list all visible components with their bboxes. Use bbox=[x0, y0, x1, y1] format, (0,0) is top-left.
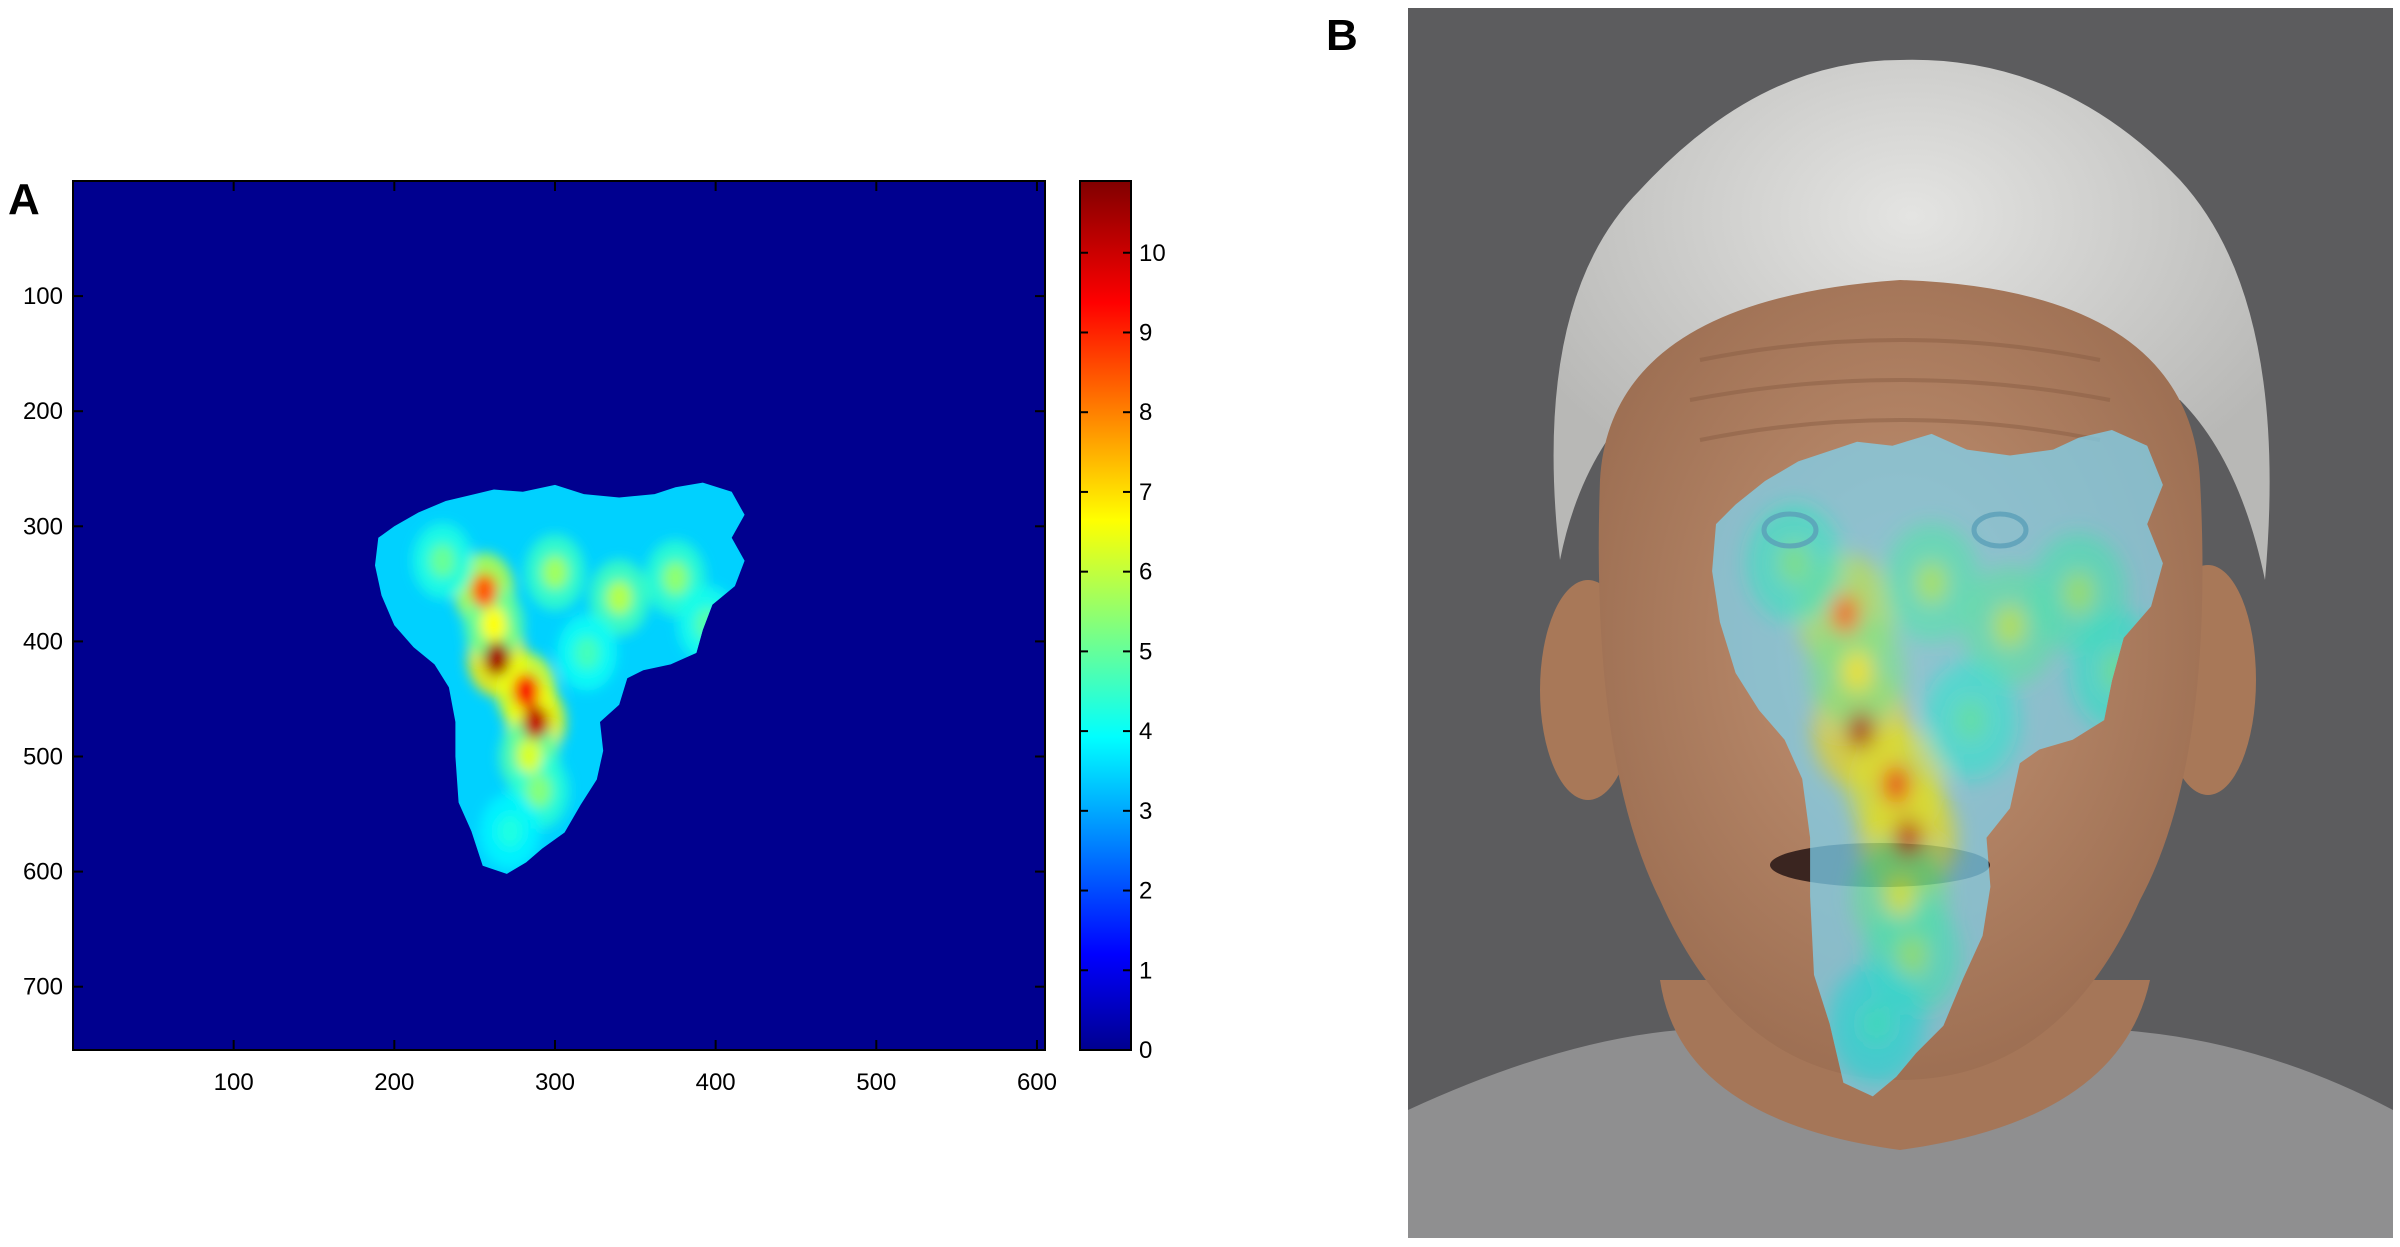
heatmap-hotspot bbox=[516, 739, 543, 774]
panel-b-label: B bbox=[1326, 11, 1358, 60]
y-tick-label: 600 bbox=[23, 859, 63, 886]
x-tick-label: 200 bbox=[374, 1069, 414, 1096]
panel-a-label: A bbox=[8, 175, 40, 224]
heatmap-hotspot bbox=[480, 607, 507, 642]
overlay-hotspot bbox=[1898, 935, 1926, 976]
colorbar-tick-label: 8 bbox=[1139, 399, 1152, 426]
colorbar: 0 1 2 3 4 5 6 7 8 9 10 bbox=[1079, 180, 1166, 1064]
overlay-hotspot bbox=[1886, 876, 1915, 917]
overlay-hotspot bbox=[1843, 651, 1872, 692]
heatmap-hotspot bbox=[513, 673, 540, 708]
heatmap-hotspot bbox=[541, 555, 568, 590]
colorbar-tick-label: 5 bbox=[1139, 638, 1152, 665]
heatmap-hotspot bbox=[429, 543, 456, 578]
heatmap-axes-frame bbox=[72, 180, 1046, 1051]
x-tick-label: 500 bbox=[856, 1069, 896, 1096]
overlay-hotspot bbox=[1862, 1003, 1891, 1044]
photo-eye bbox=[1761, 511, 1819, 549]
colorbar-tick-label: 7 bbox=[1139, 479, 1152, 506]
y-tick-label: 300 bbox=[23, 513, 63, 540]
colorbar-gradient bbox=[1079, 180, 1132, 1051]
colorbar-tick-label: 3 bbox=[1139, 798, 1152, 825]
heatmap-hotspot bbox=[484, 641, 511, 676]
heatmap-hotspot bbox=[606, 580, 633, 615]
x-axis-ticks: 100 200 300 400 500 600 bbox=[214, 181, 1057, 1096]
colorbar-tick-label: 0 bbox=[1139, 1037, 1152, 1064]
colorbar-tick-label: 2 bbox=[1139, 878, 1152, 905]
overlay-hotspot bbox=[1894, 817, 1923, 858]
y-axis-ticks: 100 200 300 400 500 600 700 bbox=[23, 283, 1045, 1001]
overlay-hotspot bbox=[1996, 606, 2024, 646]
colorbar-tick-label: 9 bbox=[1139, 319, 1152, 346]
colorbar-ticks: 0 1 2 3 4 5 6 7 8 9 10 bbox=[1080, 240, 1166, 1064]
colorbar-tick-label: 6 bbox=[1139, 559, 1152, 586]
y-tick-label: 100 bbox=[23, 283, 63, 310]
colorbar-tick-label: 4 bbox=[1139, 718, 1152, 745]
overlay-hotspot bbox=[1847, 709, 1876, 750]
heatmap-hotspot bbox=[496, 814, 523, 849]
heatmap-panel: 100 200 300 400 500 600 100 200 300 400 500 600 700 bbox=[23, 180, 1057, 1096]
overlay-hotspot bbox=[1882, 764, 1911, 805]
face-photo-panel bbox=[1408, 8, 2393, 1238]
heatmap-hotspot bbox=[525, 774, 552, 809]
x-tick-label: 100 bbox=[214, 1069, 254, 1096]
x-tick-label: 400 bbox=[696, 1069, 736, 1096]
colorbar-tick-label: 1 bbox=[1139, 957, 1152, 984]
heatmap-hotspot bbox=[471, 573, 498, 608]
heatmap-hotspot bbox=[662, 561, 689, 596]
y-tick-label: 700 bbox=[23, 974, 63, 1001]
x-tick-label: 600 bbox=[1017, 1069, 1057, 1096]
photo-wrinkles bbox=[1689, 338, 2111, 442]
heatmap-hotspot bbox=[522, 704, 549, 739]
overlay-hotspot bbox=[1917, 562, 1946, 603]
overlay-hotspot bbox=[1956, 700, 1985, 741]
y-tick-label: 400 bbox=[23, 628, 63, 655]
y-tick-label: 200 bbox=[23, 398, 63, 425]
heatmap-hotspot bbox=[574, 635, 601, 670]
photo-eye bbox=[1971, 511, 2029, 549]
y-tick-label: 500 bbox=[23, 743, 63, 770]
overlay-hotspot bbox=[1780, 543, 1809, 584]
colorbar-tick-label: 10 bbox=[1139, 240, 1166, 267]
x-tick-label: 300 bbox=[535, 1069, 575, 1096]
overlay-hotspot bbox=[2064, 572, 2093, 613]
overlay-hotspot bbox=[1831, 594, 1860, 635]
face-heatmap-overlay bbox=[1712, 430, 2163, 1097]
